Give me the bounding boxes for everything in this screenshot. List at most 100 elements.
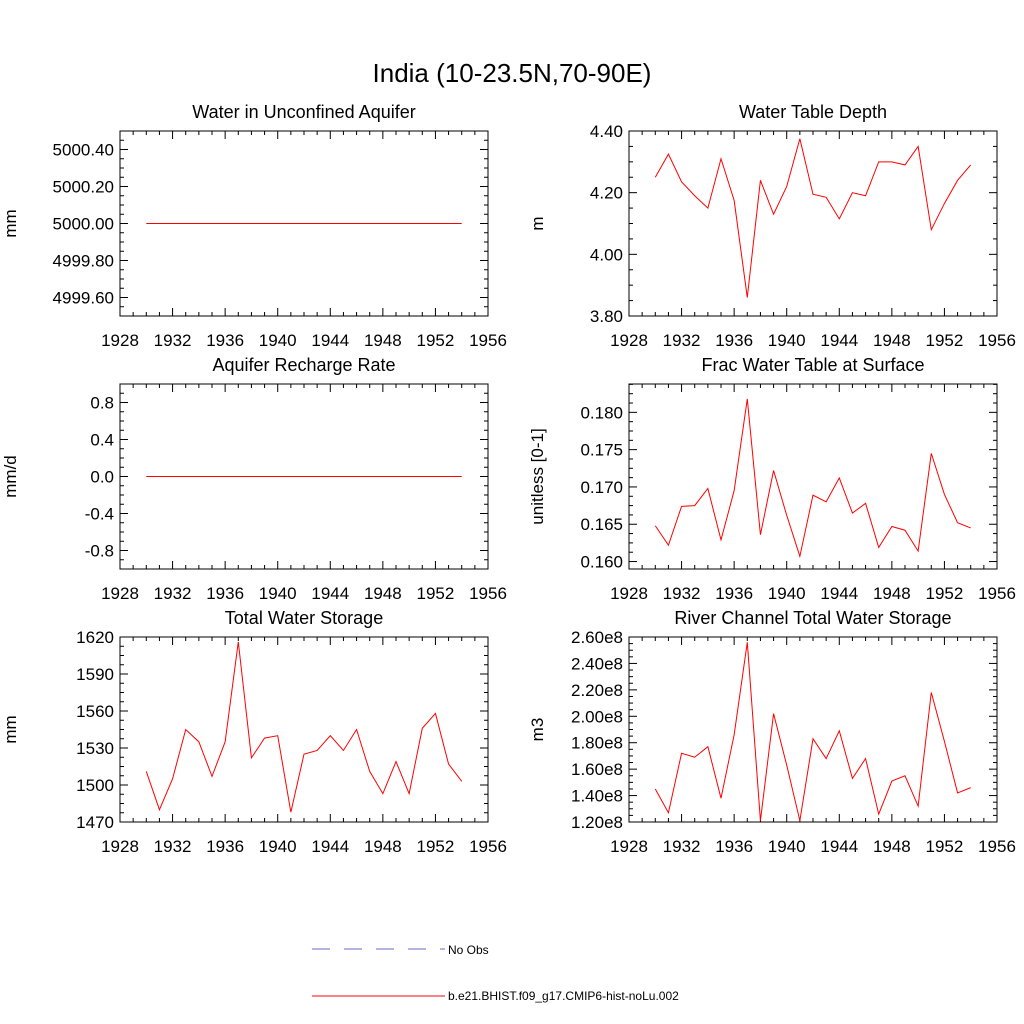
y-tick-label: 1.20e8 bbox=[571, 813, 623, 832]
x-tick-label: 1936 bbox=[715, 837, 753, 856]
y-tick-label: 1560 bbox=[76, 702, 114, 721]
y-tick-label: 4999.60 bbox=[53, 289, 114, 308]
y-tick-label: 0.4 bbox=[90, 431, 114, 450]
x-tick-label: 1936 bbox=[715, 331, 753, 350]
y-tick-label: 0.160 bbox=[580, 553, 623, 572]
y-tick-label: 0.165 bbox=[580, 515, 623, 534]
y-tick-label: 1500 bbox=[76, 776, 114, 795]
x-tick-label: 1948 bbox=[364, 331, 402, 350]
panel-title: Total Water Storage bbox=[225, 608, 383, 628]
panel-aquifer-recharge-rate: Aquifer Recharge Rate mm/d 1928 1932 1936 194… bbox=[1, 355, 507, 603]
x-tick-label: 1940 bbox=[768, 331, 806, 350]
x-tick-label: 1948 bbox=[364, 837, 402, 856]
y-tick-label: 4.00 bbox=[590, 245, 623, 264]
panel-title: River Channel Total Water Storage bbox=[674, 608, 951, 628]
x-tick-label: 1940 bbox=[768, 584, 806, 603]
x-tick-label: 1932 bbox=[154, 331, 192, 350]
x-tick-label: 1928 bbox=[101, 584, 139, 603]
x-tick-label: 1948 bbox=[873, 584, 911, 603]
x-tick-label: 1956 bbox=[978, 331, 1016, 350]
y-tick-label: 1.60e8 bbox=[571, 760, 623, 779]
x-tick-label: 1940 bbox=[768, 837, 806, 856]
y-tick-label: 2.40e8 bbox=[571, 654, 623, 673]
x-tick-label: 1944 bbox=[820, 584, 858, 603]
x-tick-label: 1952 bbox=[417, 331, 455, 350]
plot-frame bbox=[628, 636, 998, 823]
panel-title: Aquifer Recharge Rate bbox=[212, 355, 395, 375]
series-line bbox=[654, 138, 972, 298]
panel-title: Frac Water Table at Surface bbox=[701, 355, 924, 375]
x-tick-label: 1952 bbox=[926, 584, 964, 603]
y-tick-label: 5000.20 bbox=[53, 178, 114, 197]
x-tick-label: 1928 bbox=[610, 331, 648, 350]
x-tick-label: 1940 bbox=[259, 837, 297, 856]
series-line bbox=[654, 398, 971, 559]
x-tick-label: 1932 bbox=[663, 584, 701, 603]
series-line bbox=[654, 642, 971, 821]
y-tick-label: 5000.40 bbox=[53, 141, 114, 160]
y-tick-label: 1.40e8 bbox=[571, 787, 623, 806]
x-tick-label: 1948 bbox=[873, 837, 911, 856]
x-tick-label: 1944 bbox=[311, 331, 349, 350]
x-tick-label: 1928 bbox=[101, 837, 139, 856]
y-tick-label: 1530 bbox=[76, 739, 114, 758]
y-tick-label: 0.175 bbox=[580, 441, 623, 460]
y-tick-label: 4.40 bbox=[590, 122, 623, 141]
x-tick-label: 1956 bbox=[978, 837, 1016, 856]
x-tick-label: 1952 bbox=[417, 837, 455, 856]
panel-title: Water in Unconfined Aquifer bbox=[192, 102, 415, 122]
legend: No Obs b.e21.BHIST.f09_g17.CMIP6-hist-no… bbox=[312, 943, 679, 1003]
series-line bbox=[145, 641, 463, 813]
y-tick-label: 2.60e8 bbox=[571, 628, 623, 647]
y-tick-label: 4999.80 bbox=[53, 252, 114, 271]
y-tick-label: 0.180 bbox=[580, 403, 623, 422]
x-tick-label: 1944 bbox=[311, 837, 349, 856]
main-title: India (10-23.5N,70-90E) bbox=[373, 58, 652, 88]
x-tick-label: 1928 bbox=[610, 584, 648, 603]
x-tick-label: 1940 bbox=[259, 584, 297, 603]
x-tick-label: 1956 bbox=[469, 584, 507, 603]
legend-obs-label: No Obs bbox=[448, 943, 489, 957]
y-tick-label: 2.20e8 bbox=[571, 681, 623, 700]
y-tick-label: -0.8 bbox=[85, 542, 114, 561]
panel-total-water-storage: Total Water Storage mm 1928 1932 1936 1940 194… bbox=[1, 608, 507, 856]
x-tick-label: 1928 bbox=[101, 331, 139, 350]
legend-model-label: b.e21.BHIST.f09_g17.CMIP6-hist-noLu.002 bbox=[448, 989, 679, 1003]
y-axis-label: mm bbox=[1, 715, 20, 743]
panel-river-channel-total-water-storage: River Channel Total Water Storage m3 1928 1… bbox=[528, 608, 1016, 856]
x-tick-label: 1932 bbox=[154, 837, 192, 856]
panel-water-in-unconfined-aquifer: Water in Unconfined Aquifer mm 1928 1932 193… bbox=[1, 102, 507, 350]
y-tick-label: 1620 bbox=[76, 628, 114, 647]
plot-frame bbox=[119, 636, 489, 823]
y-tick-label: 5000.00 bbox=[53, 215, 114, 234]
y-tick-label: 3.80 bbox=[590, 307, 623, 326]
x-tick-label: 1952 bbox=[926, 331, 964, 350]
y-tick-label: 4.20 bbox=[590, 184, 623, 203]
y-axis-label: mm/d bbox=[1, 455, 20, 498]
x-tick-label: 1932 bbox=[154, 584, 192, 603]
x-tick-label: 1928 bbox=[610, 837, 648, 856]
y-tick-label: 0.170 bbox=[580, 478, 623, 497]
x-tick-label: 1936 bbox=[715, 584, 753, 603]
x-tick-label: 1932 bbox=[663, 331, 701, 350]
panel-water-table-depth: Water Table Depth m 1928 1932 1936 1940 1944 19… bbox=[528, 102, 1016, 350]
x-tick-label: 1956 bbox=[978, 584, 1016, 603]
y-tick-label: 2.00e8 bbox=[571, 707, 623, 726]
y-axis-label: m bbox=[528, 216, 547, 230]
plot-frame bbox=[628, 130, 998, 317]
x-tick-label: 1936 bbox=[206, 331, 244, 350]
x-tick-label: 1944 bbox=[820, 331, 858, 350]
y-tick-label: -0.4 bbox=[85, 505, 114, 524]
x-tick-label: 1944 bbox=[820, 837, 858, 856]
x-tick-label: 1952 bbox=[417, 584, 455, 603]
y-axis-label: mm bbox=[1, 209, 20, 237]
y-tick-label: 1470 bbox=[76, 813, 114, 832]
x-tick-label: 1936 bbox=[206, 837, 244, 856]
y-axis-label: m3 bbox=[528, 718, 547, 742]
x-tick-label: 1944 bbox=[311, 584, 349, 603]
x-tick-label: 1956 bbox=[469, 331, 507, 350]
x-tick-label: 1932 bbox=[663, 837, 701, 856]
y-tick-label: 0.0 bbox=[90, 468, 114, 487]
x-tick-label: 1948 bbox=[873, 331, 911, 350]
